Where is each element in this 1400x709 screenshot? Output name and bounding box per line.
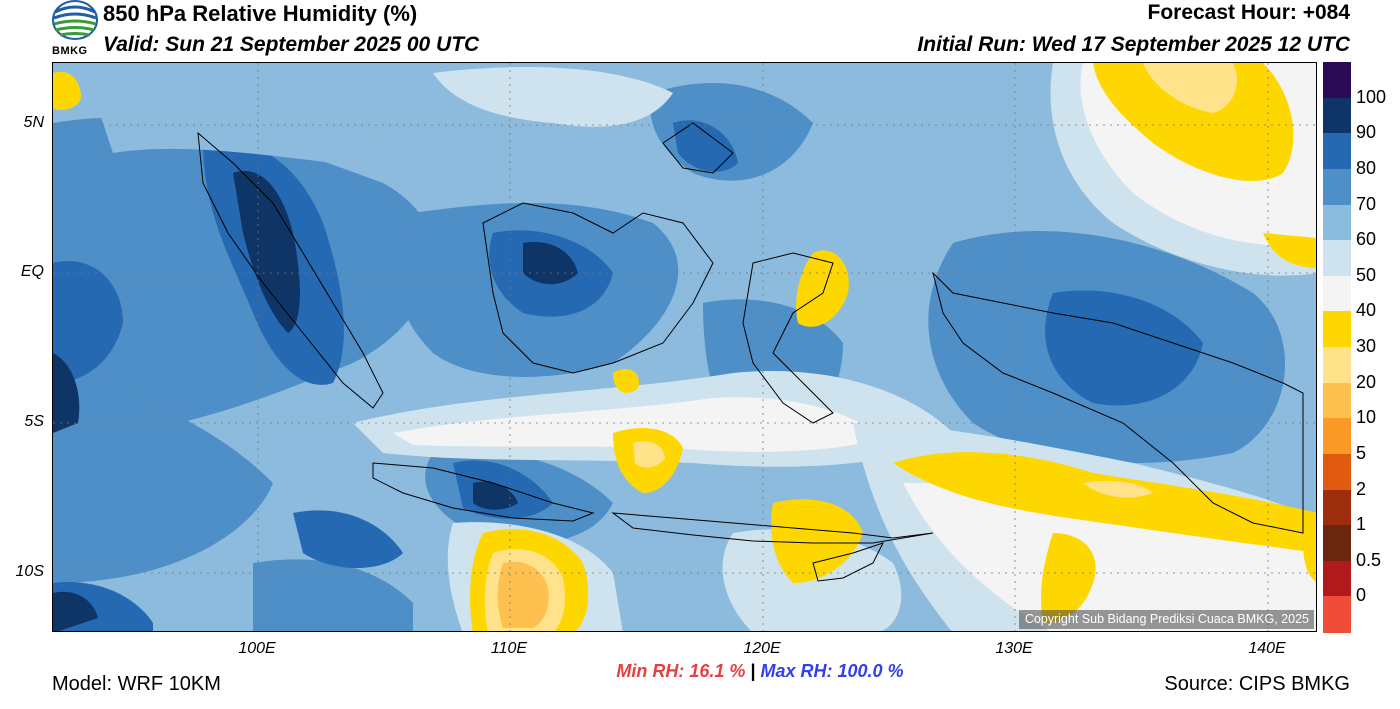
- colorbar-segment: [1323, 489, 1351, 526]
- lon-label-140e: 140E: [1248, 640, 1286, 657]
- valid-time: Valid: Sun 21 September 2025 00 UTC: [103, 33, 480, 56]
- colorbar-segment: [1323, 382, 1351, 419]
- lon-label-130e: 130E: [995, 640, 1033, 657]
- colorbar-segment: [1323, 204, 1351, 241]
- lon-label-120e: 120E: [743, 640, 781, 657]
- colorbar-label: 30: [1356, 336, 1377, 356]
- lat-label-eq: EQ: [20, 263, 44, 280]
- lat-label-5n: 5N: [23, 114, 44, 131]
- forecast-hour: Forecast Hour: +084: [1147, 1, 1351, 24]
- colorbar-label: 20: [1356, 371, 1377, 392]
- max-rh: Max RH: 100.0 %: [760, 661, 904, 681]
- lat-label-5s: 5S: [24, 413, 44, 430]
- colorbar-label: 0.5: [1356, 549, 1382, 570]
- colorbar-segment: [1323, 525, 1351, 562]
- min-rh: Min RH: 16.1 %: [616, 661, 746, 681]
- colorbar-segment: [1323, 240, 1351, 277]
- source-label: Source: CIPS BMKG: [1164, 673, 1350, 695]
- colorbar-label: 5: [1356, 442, 1367, 463]
- humidity-map: Copyright Sub Bidang Prediksi Cuaca BMKG…: [52, 62, 1317, 632]
- colorbar-segment: [1323, 168, 1351, 205]
- colorbar-segment: [1323, 596, 1351, 633]
- colorbar-label: 40: [1356, 300, 1377, 321]
- stats-separator: |: [750, 661, 756, 681]
- colorbar-segment: [1323, 560, 1351, 597]
- lat-label-10s: 10S: [15, 563, 44, 580]
- rh-stats: Min RH: 16.1 % | Max RH: 100.0 %: [0, 661, 1400, 682]
- colorbar: [1323, 62, 1351, 633]
- colorbar-label: 70: [1356, 193, 1377, 214]
- colorbar-segment: [1323, 418, 1351, 455]
- colorbar-segment: [1323, 347, 1351, 384]
- lon-label-110e: 110E: [490, 640, 528, 657]
- colorbar-segment: [1323, 311, 1351, 348]
- copyright-notice: Copyright Sub Bidang Prediksi Cuaca BMKG…: [1018, 610, 1314, 629]
- colorbar-label: 80: [1356, 157, 1377, 178]
- colorbar-label: 100: [1356, 86, 1387, 107]
- bmkg-logo: [52, 0, 98, 40]
- colorbar-segment: [1323, 62, 1351, 99]
- colorbar-label: 50: [1356, 264, 1377, 285]
- model-label: Model: WRF 10KM: [52, 673, 221, 695]
- humidity-field: [53, 63, 1316, 631]
- initial-run: Initial Run: Wed 17 September 2025 12 UT…: [917, 33, 1350, 56]
- logo-text: BMKG: [52, 45, 88, 57]
- colorbar-segment: [1323, 453, 1351, 490]
- colorbar-segment: [1323, 275, 1351, 312]
- colorbar-label: 1: [1356, 514, 1367, 535]
- colorbar-segment: [1323, 133, 1351, 170]
- map-title: 850 hPa Relative Humidity (%): [103, 1, 418, 26]
- lon-label-100e: 100E: [238, 640, 276, 657]
- colorbar-label: 60: [1356, 229, 1377, 250]
- colorbar-label: 0: [1356, 585, 1367, 606]
- colorbar-label: 90: [1356, 122, 1377, 143]
- colorbar-label: 2: [1356, 478, 1367, 499]
- colorbar-segment: [1323, 97, 1351, 134]
- colorbar-label: 10: [1356, 407, 1377, 428]
